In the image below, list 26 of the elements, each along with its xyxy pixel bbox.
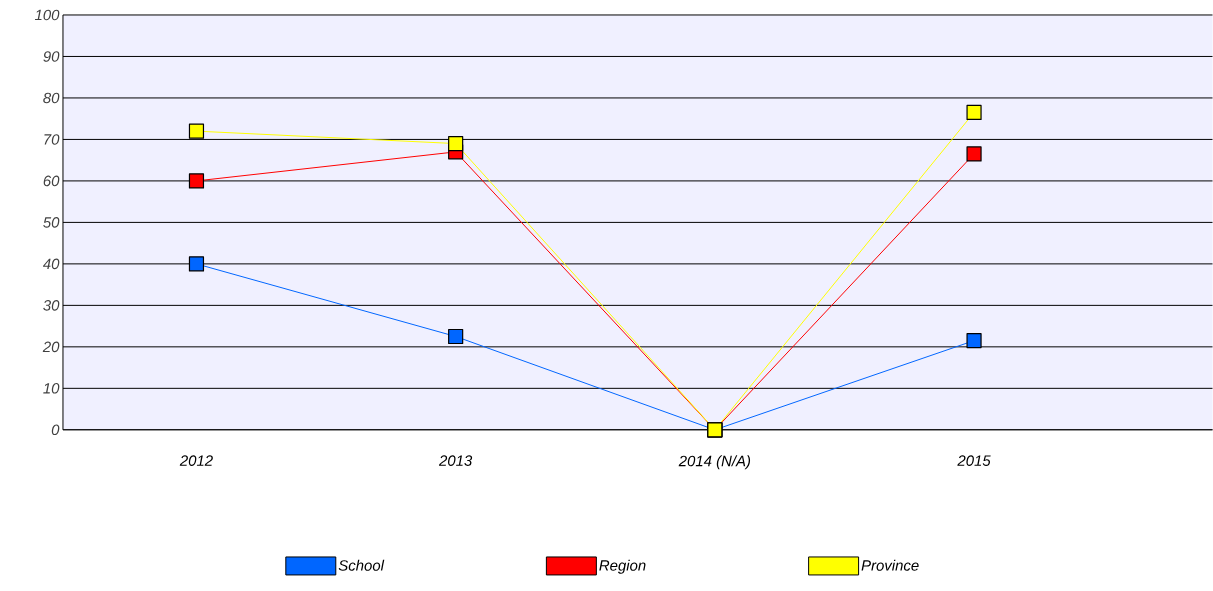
x-tick-label: 2013 xyxy=(438,455,473,467)
legend-label: Province xyxy=(861,559,919,571)
point xyxy=(966,104,982,121)
y-tick-label: 70 xyxy=(44,134,60,145)
y-tick-label: 30 xyxy=(43,300,60,311)
x-tick-label: 2015 xyxy=(957,455,991,467)
y-tick-label: 60 xyxy=(43,175,60,187)
point xyxy=(448,136,464,152)
point xyxy=(966,146,982,162)
y-tick-label: 90 xyxy=(43,51,60,62)
y-tick-label: 100 xyxy=(34,9,60,21)
y-tick-label: 80 xyxy=(43,92,60,104)
x-tick-label: 2012 xyxy=(179,455,213,467)
y-tick-label: 10 xyxy=(43,383,60,394)
point xyxy=(188,173,205,189)
y-tick-label: 50 xyxy=(43,217,60,228)
point xyxy=(188,256,205,272)
legend-label: School xyxy=(338,559,385,571)
point xyxy=(448,329,464,345)
y-tick-label: 40 xyxy=(42,258,60,270)
x-tick-label: 2014 (N/A) xyxy=(678,455,751,470)
y-tick-label: 0 xyxy=(51,424,60,436)
point xyxy=(188,123,205,139)
legend-label: Region xyxy=(599,559,646,574)
y-tick-label: 20 xyxy=(42,341,60,353)
point xyxy=(966,333,982,349)
